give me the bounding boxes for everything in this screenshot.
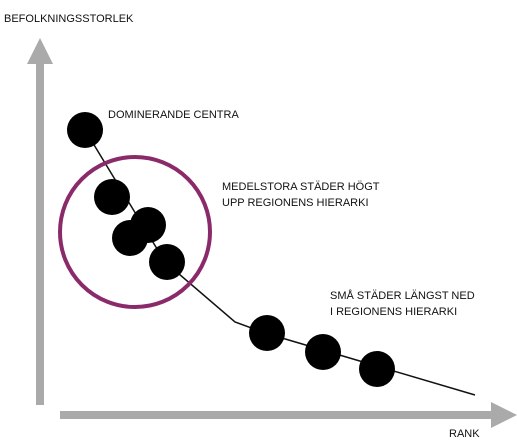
y-axis-label: BEFOLKNINGSSTORLEK xyxy=(4,13,134,25)
city xyxy=(305,334,341,370)
annotation: DOMINERANDE CENTRA xyxy=(108,109,239,121)
city xyxy=(249,315,285,351)
y-arrowhead xyxy=(27,38,53,64)
x-arrowhead xyxy=(491,402,517,428)
annotation: MEDELSTORA STÄDER HÖGT xyxy=(222,181,380,193)
city xyxy=(112,220,148,256)
city xyxy=(94,179,130,215)
highlight-circle xyxy=(58,155,212,309)
rank-size-line xyxy=(84,129,476,396)
annotation: I REGIONENS HIERARKI xyxy=(330,306,457,318)
city xyxy=(67,112,103,148)
cities xyxy=(67,112,395,387)
x-axis-label: RANK xyxy=(449,428,480,440)
annotation: UPP REGIONENS HIERARKI xyxy=(222,197,369,209)
annotation: SMÅ STÄDER LÄNGST NED xyxy=(330,289,475,302)
city xyxy=(359,351,395,387)
city xyxy=(149,244,185,280)
